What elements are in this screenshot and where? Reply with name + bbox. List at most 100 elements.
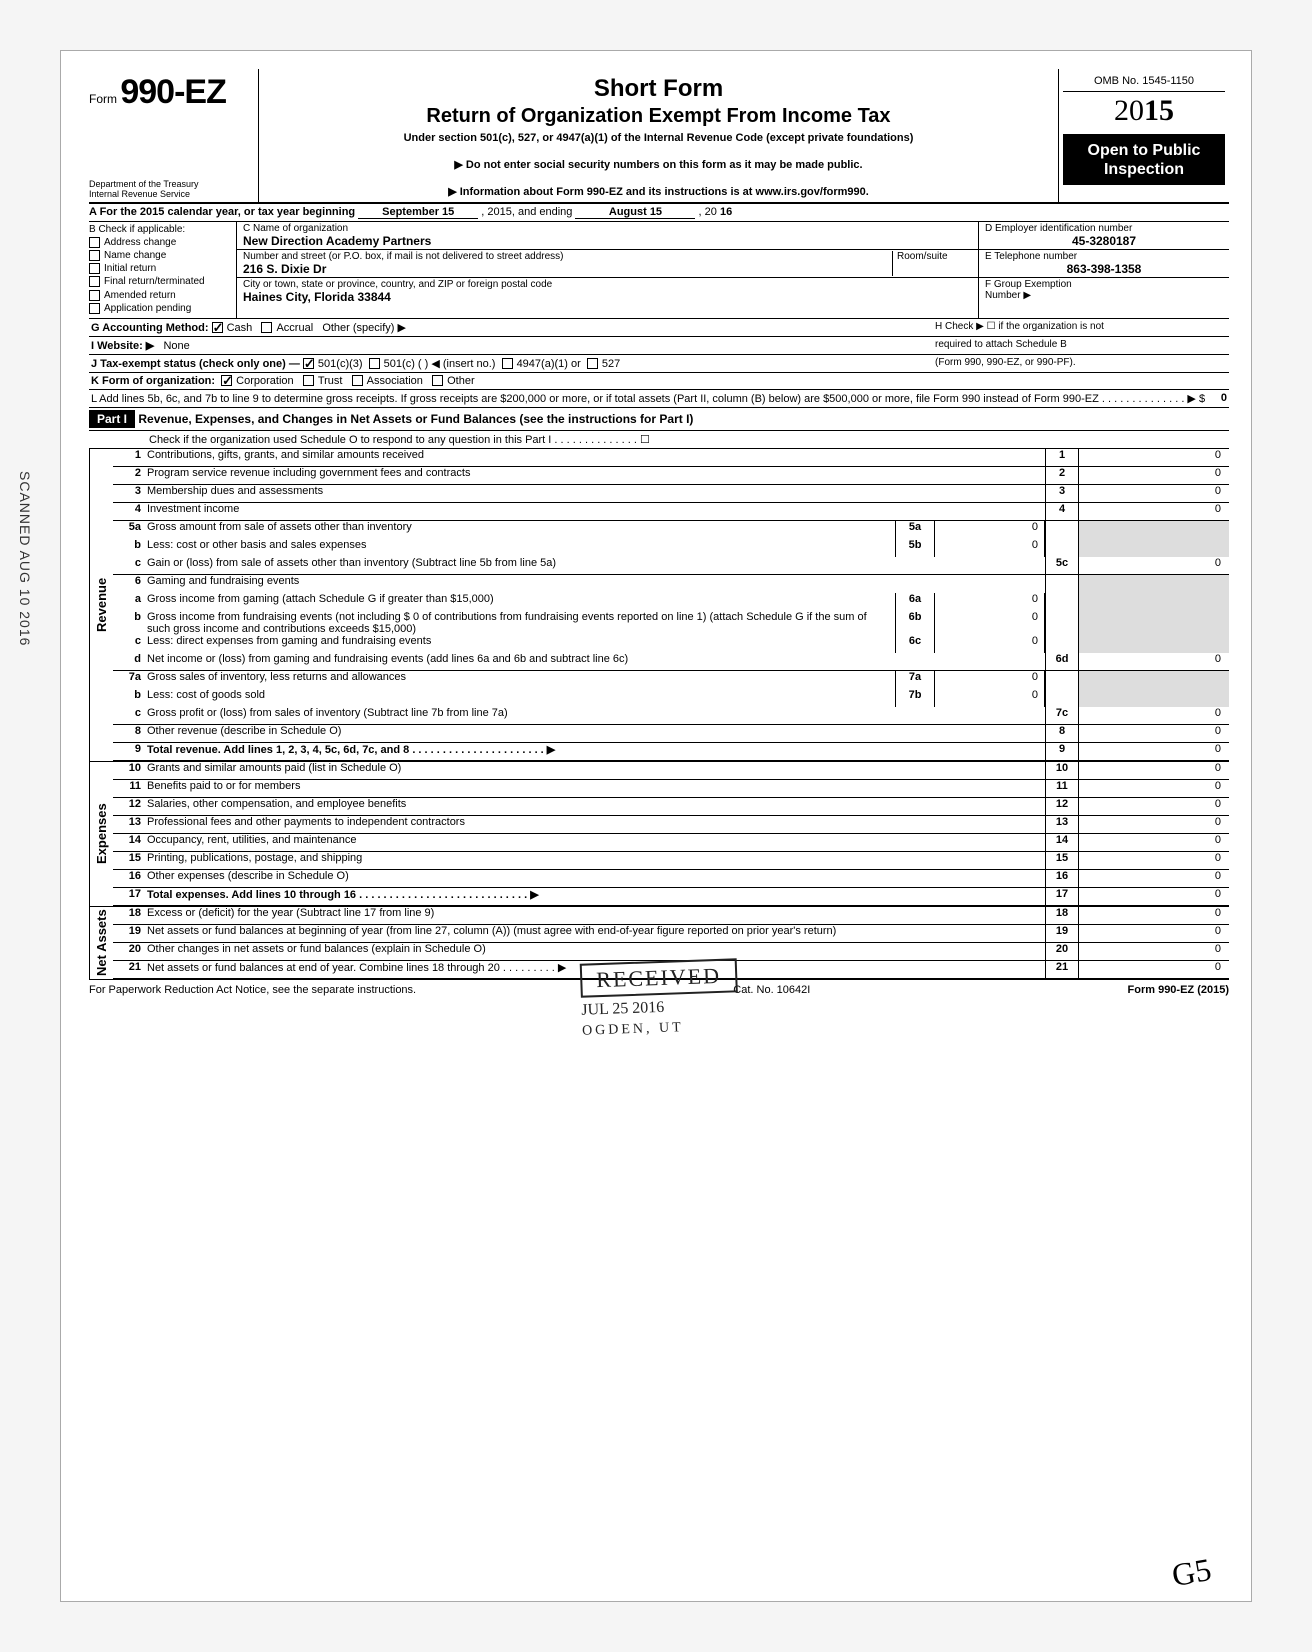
line-desc: Salaries, other compensation, and employ… [147,798,1045,816]
line-shade [1045,521,1079,539]
expenses-body: 10 Grants and similar amounts paid (list… [113,762,1229,906]
line-num: c [113,557,147,575]
line-amt[interactable]: 0 [1079,762,1229,780]
website[interactable]: None [163,340,189,352]
row-a-suffix: , 20 [699,206,717,218]
line-amt[interactable]: 0 [1079,852,1229,870]
line-boxnum: 16 [1045,870,1079,888]
chk-trust[interactable] [303,375,314,386]
line-midval[interactable]: 0 [935,593,1045,611]
chk-initial-return[interactable] [89,263,100,274]
chk-cash[interactable] [212,322,223,333]
footer-right: Form 990-EZ (2015) [1128,984,1229,996]
room-label: Room/suite [897,251,972,262]
col-c: C Name of organization New Direction Aca… [237,222,979,318]
line-amt[interactable]: 0 [1079,707,1229,725]
line-num: 18 [113,907,147,925]
chk-assoc[interactable] [352,375,363,386]
begin-date[interactable]: September 15 [358,206,478,219]
line-midval[interactable]: 0 [935,611,1045,635]
line-amt[interactable]: 0 [1079,485,1229,503]
street-label: Number and street (or P.O. box, if mail … [243,251,892,262]
revenue-label: Revenue [89,449,113,761]
line-num: 13 [113,816,147,834]
footer-left: For Paperwork Reduction Act Notice, see … [89,984,416,996]
chk-final-return[interactable] [89,276,100,287]
line-amt[interactable]: 0 [1079,834,1229,852]
line-shade [1045,593,1079,611]
netassets-body: 18 Excess or (deficit) for the year (Sub… [113,907,1229,979]
ein[interactable]: 45-3280187 [985,234,1223,248]
year-outline: 20 [1114,94,1144,127]
line-midval[interactable]: 0 [935,635,1045,653]
chk-other-org[interactable] [432,375,443,386]
line-num: 7a [113,671,147,689]
line-amt[interactable]: 0 [1079,503,1229,521]
line-amt[interactable]: 0 [1079,449,1229,467]
header-left: Form 990-EZ Department of the Treasury I… [89,69,259,202]
line-amt[interactable]: 0 [1079,870,1229,888]
line-11: 11 Benefits paid to or for members 11 0 [113,780,1229,798]
netassets-label: Net Assets [89,907,113,979]
line-desc: Excess or (deficit) for the year (Subtra… [147,907,1045,925]
line-desc: Less: direct expenses from gaming and fu… [147,635,895,653]
line-18: 18 Excess or (deficit) for the year (Sub… [113,907,1229,925]
line-amt[interactable]: 0 [1079,725,1229,743]
chk-501c[interactable] [369,358,380,369]
line-midval[interactable]: 0 [935,689,1045,707]
line-amt[interactable]: 0 [1079,943,1229,961]
line-17: 17 Total expenses. Add lines 10 through … [113,888,1229,906]
line-midbox: 5b [895,539,935,557]
line-midbox: 7b [895,689,935,707]
org-name[interactable]: New Direction Academy Partners [243,234,972,248]
line-amt[interactable]: 0 [1079,925,1229,943]
chk-corp[interactable] [221,375,232,386]
line-boxnum: 3 [1045,485,1079,503]
chk-527[interactable] [587,358,598,369]
line-amt[interactable]: 0 [1079,653,1229,671]
line-desc: Less: cost or other basis and sales expe… [147,539,895,557]
chk-accrual[interactable] [261,322,272,333]
chk-name-change[interactable] [89,250,100,261]
line-desc: Printing, publications, postage, and shi… [147,852,1045,870]
chk-address-change[interactable] [89,237,100,248]
line-midval[interactable]: 0 [935,539,1045,557]
handwritten-mark: G5 [1169,1551,1214,1594]
line-amt[interactable]: 0 [1079,743,1229,761]
lbl-application-pending: Application pending [104,303,191,314]
col-b-title: B Check if applicable: [89,224,232,235]
line-amt[interactable]: 0 [1079,816,1229,834]
end-date[interactable]: August 15 [575,206,695,219]
chk-501c3[interactable] [303,358,314,369]
city[interactable]: Haines City, Florida 33844 [243,290,972,304]
line-midval[interactable]: 0 [935,671,1045,689]
line-shade [1045,539,1079,557]
line-7c: c Gross profit or (loss) from sales of i… [113,707,1229,725]
line-amt[interactable]: 0 [1079,888,1229,906]
line-15: 15 Printing, publications, postage, and … [113,852,1229,870]
line-desc: Net assets or fund balances at beginning… [147,925,1045,943]
line-num: 8 [113,725,147,743]
line-shade-amt [1079,539,1229,557]
header-right: OMB No. 1545-1150 2015 Open to Public In… [1059,69,1229,202]
line-amt[interactable]: 0 [1079,961,1229,979]
street[interactable]: 216 S. Dixie Dr [243,262,892,276]
phone[interactable]: 863-398-1358 [985,262,1223,276]
line-amt[interactable]: 0 [1079,780,1229,798]
line-shade [1045,575,1079,593]
line-midbox: 6c [895,635,935,653]
chk-amended-return[interactable] [89,290,100,301]
line-midval[interactable]: 0 [935,521,1045,539]
line-amt[interactable]: 0 [1079,907,1229,925]
chk-4947[interactable] [502,358,513,369]
l-val[interactable]: 0 [1221,392,1227,404]
chk-application-pending[interactable] [89,303,100,314]
line-boxnum: 1 [1045,449,1079,467]
line-amt[interactable]: 0 [1079,798,1229,816]
line-16: 16 Other expenses (describe in Schedule … [113,870,1229,888]
line-shade [1045,611,1079,635]
col-def: D Employer identification number 45-3280… [979,222,1229,318]
end-year[interactable]: 16 [720,206,732,218]
line-amt[interactable]: 0 [1079,557,1229,575]
line-amt[interactable]: 0 [1079,467,1229,485]
